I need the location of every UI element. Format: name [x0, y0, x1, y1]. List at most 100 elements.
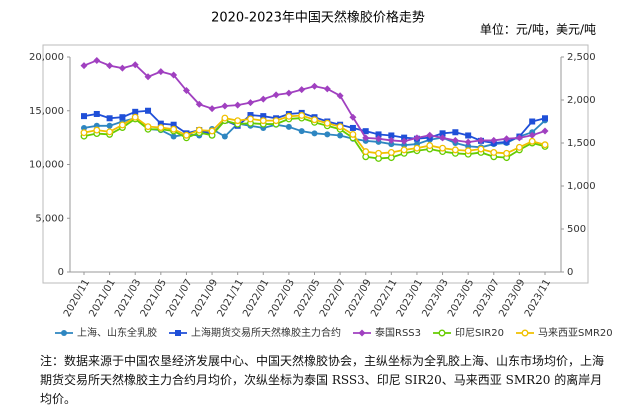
y-tick-label: 0	[58, 267, 64, 278]
point	[413, 134, 421, 142]
point	[503, 135, 511, 143]
point	[541, 127, 549, 135]
point	[490, 136, 498, 144]
legend-marker	[438, 329, 446, 337]
point	[323, 119, 331, 127]
point	[324, 131, 331, 138]
point	[234, 101, 242, 109]
legend-label: 马来西亚SMR20	[538, 327, 613, 339]
y2-tick-label: 500	[567, 224, 586, 235]
unit: 单位：元/吨，美元/吨	[480, 22, 596, 37]
point	[477, 145, 485, 153]
point	[170, 71, 178, 79]
legend-marker	[61, 330, 67, 336]
point	[375, 135, 383, 143]
point	[118, 64, 126, 72]
point	[81, 124, 87, 131]
point	[464, 138, 472, 146]
point	[323, 85, 331, 93]
point	[157, 68, 165, 76]
point	[413, 144, 421, 152]
point	[93, 110, 100, 117]
point	[400, 137, 408, 145]
y-tick-label: 10,000	[29, 160, 64, 171]
point	[387, 149, 395, 156]
point	[170, 133, 177, 140]
point	[93, 126, 101, 134]
point	[221, 114, 229, 122]
point	[426, 142, 434, 150]
legend-label: 上海、山东全乳胶	[77, 326, 157, 339]
y2-tick-label: 0	[567, 267, 573, 278]
point	[490, 149, 498, 156]
point	[349, 113, 357, 121]
point	[298, 112, 306, 119]
point	[336, 123, 344, 131]
point	[131, 61, 139, 69]
point	[401, 142, 408, 149]
point	[298, 86, 306, 94]
point	[349, 124, 356, 131]
point	[106, 115, 113, 122]
point	[259, 95, 267, 103]
legend-marker	[175, 330, 181, 336]
point	[157, 124, 165, 131]
point	[106, 128, 114, 136]
point	[170, 125, 178, 133]
legend-label: 印尼SIR20	[455, 327, 504, 339]
point	[362, 128, 369, 135]
point	[132, 108, 139, 115]
point	[208, 127, 216, 135]
y2-tick-label: 1,000	[567, 181, 596, 192]
point	[298, 128, 305, 135]
point	[451, 146, 459, 154]
point	[362, 134, 370, 142]
point	[221, 133, 228, 140]
point	[93, 56, 101, 64]
point	[118, 121, 126, 129]
point	[401, 134, 408, 141]
y2-tick-label: 2,000	[567, 95, 596, 106]
point	[337, 132, 344, 139]
point	[362, 148, 370, 156]
point	[285, 123, 292, 130]
legend-marker	[358, 329, 366, 337]
point	[426, 131, 434, 139]
point	[145, 107, 152, 114]
point	[80, 62, 88, 70]
point	[439, 130, 446, 137]
point	[528, 131, 536, 139]
point	[234, 117, 242, 125]
y-tick-label: 15,000	[29, 106, 64, 117]
y2-tick-label: 2,500	[567, 52, 596, 63]
point	[503, 149, 511, 157]
y-tick-label: 5,000	[35, 213, 64, 224]
point	[246, 99, 254, 107]
legend-label: 上海期货交易所天然橡胶主力合约	[191, 326, 341, 339]
point	[272, 91, 280, 99]
point	[144, 73, 152, 81]
point	[465, 132, 472, 139]
point	[106, 62, 114, 70]
point	[375, 149, 382, 157]
point	[157, 120, 164, 127]
point	[400, 146, 408, 154]
x-tick-label: 2023/11	[523, 278, 553, 319]
point	[81, 113, 87, 120]
point	[451, 136, 459, 144]
point	[388, 141, 395, 148]
point	[285, 112, 293, 120]
point	[528, 137, 536, 145]
point	[247, 115, 254, 123]
point	[144, 123, 152, 131]
y-tick-label: 20,000	[29, 52, 64, 63]
point	[195, 100, 203, 108]
legend-marker	[521, 329, 529, 337]
point	[119, 114, 126, 121]
point	[311, 116, 318, 124]
point	[541, 141, 549, 149]
legend-label: 泰国RSS3	[375, 326, 421, 339]
point	[542, 115, 548, 122]
point	[260, 113, 267, 120]
point	[170, 121, 177, 128]
